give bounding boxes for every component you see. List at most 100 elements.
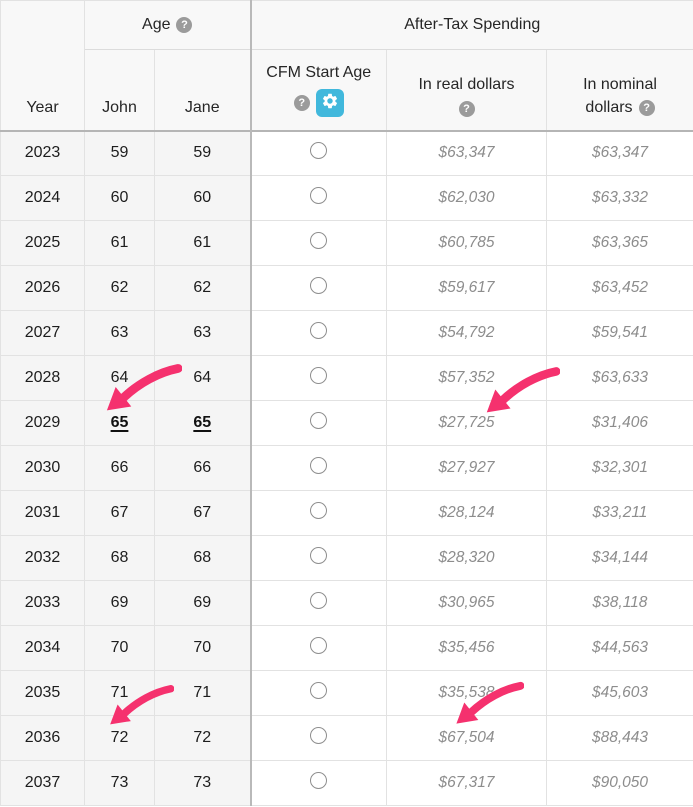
cfm-start-age-label: CFM Start Age: [266, 63, 372, 81]
cfm-start-age-radio[interactable]: [310, 502, 328, 519]
table-row-2036: 2036 72 72 $67,504 $88,443: [0, 715, 693, 761]
nominal-dollars-cell: $59,541: [546, 310, 693, 356]
cfm-start-age-radio[interactable]: [310, 772, 328, 789]
cfm-start-age-radio[interactable]: [310, 457, 328, 474]
nominal-dollars-label-line1: In nominal: [583, 75, 657, 93]
john-age-cell: 67: [84, 490, 155, 536]
cfm-help-icon[interactable]: ?: [293, 94, 310, 111]
cfm-start-age-radio[interactable]: [310, 682, 328, 699]
real-dollars-cell: $59,617: [386, 265, 547, 311]
year-cell: 2037: [0, 760, 85, 806]
year-column-header: Year: [0, 0, 85, 131]
year-cell: 2030: [0, 445, 85, 491]
nominal-dollars-column-header: In nominal dollars ?: [546, 49, 693, 131]
year-cell: 2032: [0, 535, 85, 581]
table-row-2030: 2030 66 66 $27,927 $32,301: [0, 445, 693, 491]
jane-age-cell: 71: [154, 670, 251, 716]
real-dollars-cell: $28,124: [386, 490, 547, 536]
age-help-icon[interactable]: ?: [176, 17, 193, 33]
real-dollars-cell: $35,538: [386, 670, 547, 716]
john-age-cell: 69: [84, 580, 155, 626]
year-cell: 2027: [0, 310, 85, 356]
nominal-dollars-cell: $88,443: [546, 715, 693, 761]
cfm-start-age-radio[interactable]: [310, 727, 328, 744]
jane-age-cell-highlighted: 65: [154, 400, 251, 446]
cfm-radio-cell: [249, 130, 387, 176]
jane-age-cell: 70: [154, 625, 251, 671]
cfm-start-age-radio[interactable]: [310, 592, 328, 609]
year-cell: 2028: [0, 355, 85, 401]
real-dollars-cell: $28,320: [386, 535, 547, 581]
jane-age-cell: 73: [154, 760, 251, 806]
after-tax-group-header: After-Tax Spending: [249, 0, 693, 50]
john-age-cell: 70: [84, 625, 155, 671]
jane-age-cell: 59: [154, 130, 251, 176]
nominal-dollars-cell: $34,144: [546, 535, 693, 581]
jane-age-cell: 64: [154, 355, 251, 401]
header-sub-row: John Jane CFM Start Age ?: [1, 49, 693, 131]
john-age-cell-highlighted: 65: [84, 400, 155, 446]
real-dollars-column-header: In real dollars ?: [386, 49, 547, 131]
real-dollars-cell: $57,352: [386, 355, 547, 401]
nominal-dollars-cell: $63,452: [546, 265, 693, 311]
real-dollars-help-icon[interactable]: ?: [458, 100, 475, 117]
real-dollars-cell: $67,317: [386, 760, 547, 806]
table-row-2037: 2037 73 73 $67,317 $90,050: [0, 760, 693, 806]
real-dollars-label: In real dollars: [418, 75, 515, 93]
table-row-2029: 2029 65 65 $27,725 $31,406: [0, 400, 693, 446]
nominal-dollars-label-line2: dollars: [585, 98, 633, 116]
age-group-header: Age ?: [84, 0, 251, 50]
cfm-radio-cell: [249, 760, 387, 806]
nominal-dollars-cell: $63,365: [546, 220, 693, 266]
nominal-dollars-cell: $44,563: [546, 625, 693, 671]
jane-age-cell: 68: [154, 535, 251, 581]
john-age-cell: 71: [84, 670, 155, 716]
john-age-cell: 62: [84, 265, 155, 311]
cfm-start-age-radio[interactable]: [310, 412, 328, 429]
cfm-radio-cell: [249, 355, 387, 401]
john-age-cell: 68: [84, 535, 155, 581]
real-dollars-cell: $35,456: [386, 625, 547, 671]
cfm-radio-cell: [249, 535, 387, 581]
jane-age-cell: 72: [154, 715, 251, 761]
nominal-dollars-cell: $63,332: [546, 175, 693, 221]
real-dollars-cell: $54,792: [386, 310, 547, 356]
table-row-2031: 2031 67 67 $28,124 $33,211: [0, 490, 693, 536]
john-age-cell: 64: [84, 355, 155, 401]
nominal-dollars-help-icon[interactable]: ?: [638, 99, 655, 116]
cfm-start-age-radio[interactable]: [310, 637, 328, 654]
jane-age-cell: 61: [154, 220, 251, 266]
john-age-cell: 60: [84, 175, 155, 221]
year-cell: 2033: [0, 580, 85, 626]
cfm-start-age-radio[interactable]: [310, 367, 328, 384]
cfm-radio-cell: [249, 400, 387, 446]
cfm-start-age-radio[interactable]: [310, 322, 328, 339]
cfm-start-age-radio[interactable]: [310, 142, 328, 160]
real-dollars-cell: $60,785: [386, 220, 547, 266]
nominal-dollars-cell: $31,406: [546, 400, 693, 446]
table-row-2032: 2032 68 68 $28,320 $34,144: [0, 535, 693, 581]
cfm-start-age-radio[interactable]: [310, 187, 328, 204]
nominal-dollars-cell: $63,347: [546, 130, 693, 176]
nominal-dollars-cell: $33,211: [546, 490, 693, 536]
year-cell: 2029: [0, 400, 85, 446]
cfm-start-age-radio[interactable]: [310, 277, 328, 294]
jane-age-cell: 69: [154, 580, 251, 626]
john-age-cell: 61: [84, 220, 155, 266]
cfm-start-age-radio[interactable]: [310, 547, 328, 564]
real-dollars-cell: $63,347: [386, 130, 547, 176]
cfm-settings-button[interactable]: [315, 88, 344, 117]
cfm-start-age-radio[interactable]: [310, 232, 328, 249]
table-row-2035: 2035 71 71 $35,538 $45,603: [0, 670, 693, 716]
year-cell: 2023: [0, 130, 85, 176]
cfm-radio-cell: [249, 175, 387, 221]
table-row-2034: 2034 70 70 $35,456 $44,563: [0, 625, 693, 671]
year-cell: 2034: [0, 625, 85, 671]
real-dollars-cell: $62,030: [386, 175, 547, 221]
cfm-radio-cell: [249, 490, 387, 536]
table-row-2033: 2033 69 69 $30,965 $38,118: [0, 580, 693, 626]
gear-icon: [321, 92, 339, 113]
real-dollars-cell: $27,725: [386, 400, 547, 446]
